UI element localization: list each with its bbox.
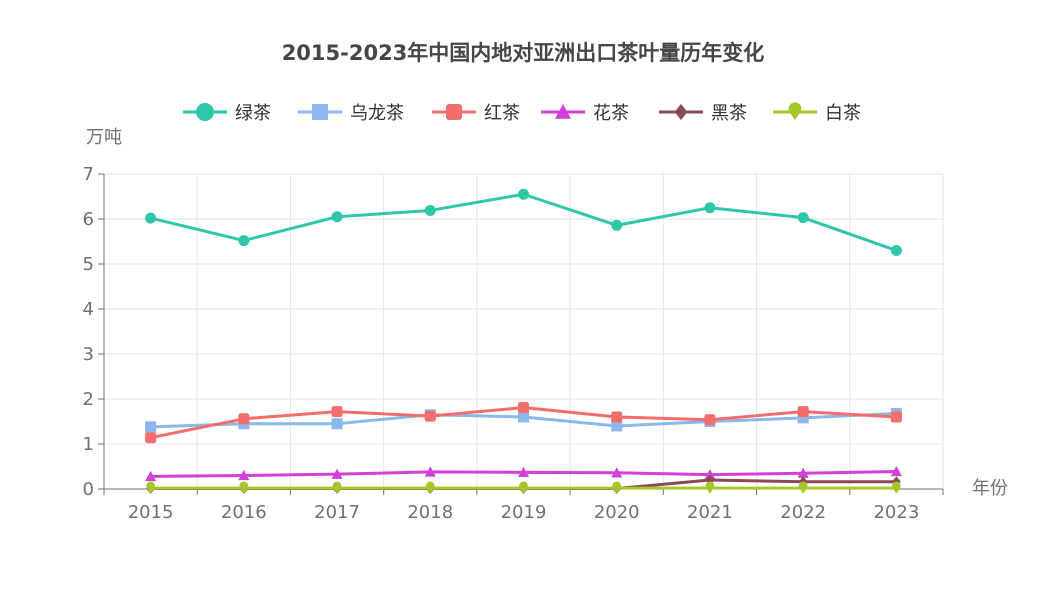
data-point xyxy=(239,481,249,494)
data-point xyxy=(518,411,529,423)
data-point xyxy=(331,468,343,479)
data-point xyxy=(612,481,622,494)
data-point xyxy=(704,202,716,214)
data-point xyxy=(424,204,436,216)
data-point xyxy=(331,418,343,430)
data-point xyxy=(890,465,902,477)
legend-marker xyxy=(674,104,688,120)
y-tick-label: 5 xyxy=(83,254,94,275)
data-point xyxy=(332,481,342,494)
data-point xyxy=(611,420,623,432)
data-point xyxy=(797,412,809,424)
data-point xyxy=(611,467,623,478)
legend-marker xyxy=(788,102,802,120)
legend: 绿茶 乌龙茶 红茶 花茶 黑茶 白茶 xyxy=(183,102,861,124)
legend-marker xyxy=(446,104,462,120)
data-point xyxy=(890,411,902,423)
legend-label: 绿茶 xyxy=(235,103,271,124)
chart-title: 2015-2023年中国内地对亚洲出口茶叶量历年变化 xyxy=(282,41,765,65)
data-point xyxy=(424,410,436,422)
x-tick-label: 2021 xyxy=(687,502,733,523)
y-tick-label: 3 xyxy=(83,344,94,365)
data-point xyxy=(518,402,529,414)
y-tick-label: 2 xyxy=(83,389,94,410)
series-group xyxy=(145,188,902,495)
y-tick-label: 4 xyxy=(83,299,94,320)
data-point xyxy=(890,245,902,256)
x-tick-label: 2020 xyxy=(594,502,640,523)
series-line-0 xyxy=(150,192,897,252)
data-point xyxy=(331,406,343,418)
data-point xyxy=(611,411,623,423)
data-point xyxy=(518,188,529,200)
data-point xyxy=(518,466,529,478)
legend-label: 乌龙茶 xyxy=(350,103,404,124)
x-tick-label: 2023 xyxy=(873,502,919,523)
y-axis-label: 万吨 xyxy=(86,127,122,148)
data-point xyxy=(238,413,250,425)
x-axis-label: 年份 xyxy=(972,478,1008,499)
data-point xyxy=(611,219,623,231)
legend-marker xyxy=(196,103,214,121)
x-tick-label: 2019 xyxy=(501,502,547,523)
data-point xyxy=(704,469,716,480)
y-tick-label: 6 xyxy=(83,209,94,230)
data-point xyxy=(145,470,157,482)
x-tick-label: 2016 xyxy=(221,502,267,523)
data-point xyxy=(145,212,157,224)
data-point xyxy=(797,467,809,478)
legend-label: 黑茶 xyxy=(711,103,747,124)
data-point xyxy=(145,432,157,444)
data-point xyxy=(238,470,250,481)
data-point xyxy=(238,235,250,247)
y-tick-label: 0 xyxy=(83,479,94,500)
data-point xyxy=(705,481,715,494)
data-point xyxy=(891,481,901,494)
legend-marker xyxy=(555,104,571,119)
data-point xyxy=(146,481,156,494)
x-tick-label: 2022 xyxy=(780,502,826,523)
data-point xyxy=(425,481,435,494)
x-tick-label: 2018 xyxy=(407,502,453,523)
x-tick-label: 2015 xyxy=(128,502,174,523)
axes: 0 1 2 3 4 5 6 7 2015 2016 2017 2018 2019 2020 2021 2022… xyxy=(83,164,944,523)
data-point xyxy=(424,466,436,477)
data-point xyxy=(331,211,343,223)
legend-marker xyxy=(312,104,328,120)
data-point xyxy=(797,406,809,418)
data-point xyxy=(145,421,157,433)
legend-label: 红茶 xyxy=(484,103,520,124)
y-tick-label: 1 xyxy=(83,434,94,455)
y-tick-label: 7 xyxy=(83,164,94,185)
data-point xyxy=(797,212,809,224)
legend-label: 白茶 xyxy=(825,103,861,124)
data-point xyxy=(798,481,808,494)
x-tick-label: 2017 xyxy=(314,502,360,523)
data-point xyxy=(704,414,716,426)
legend-label: 花茶 xyxy=(593,103,629,124)
data-point xyxy=(519,481,528,494)
